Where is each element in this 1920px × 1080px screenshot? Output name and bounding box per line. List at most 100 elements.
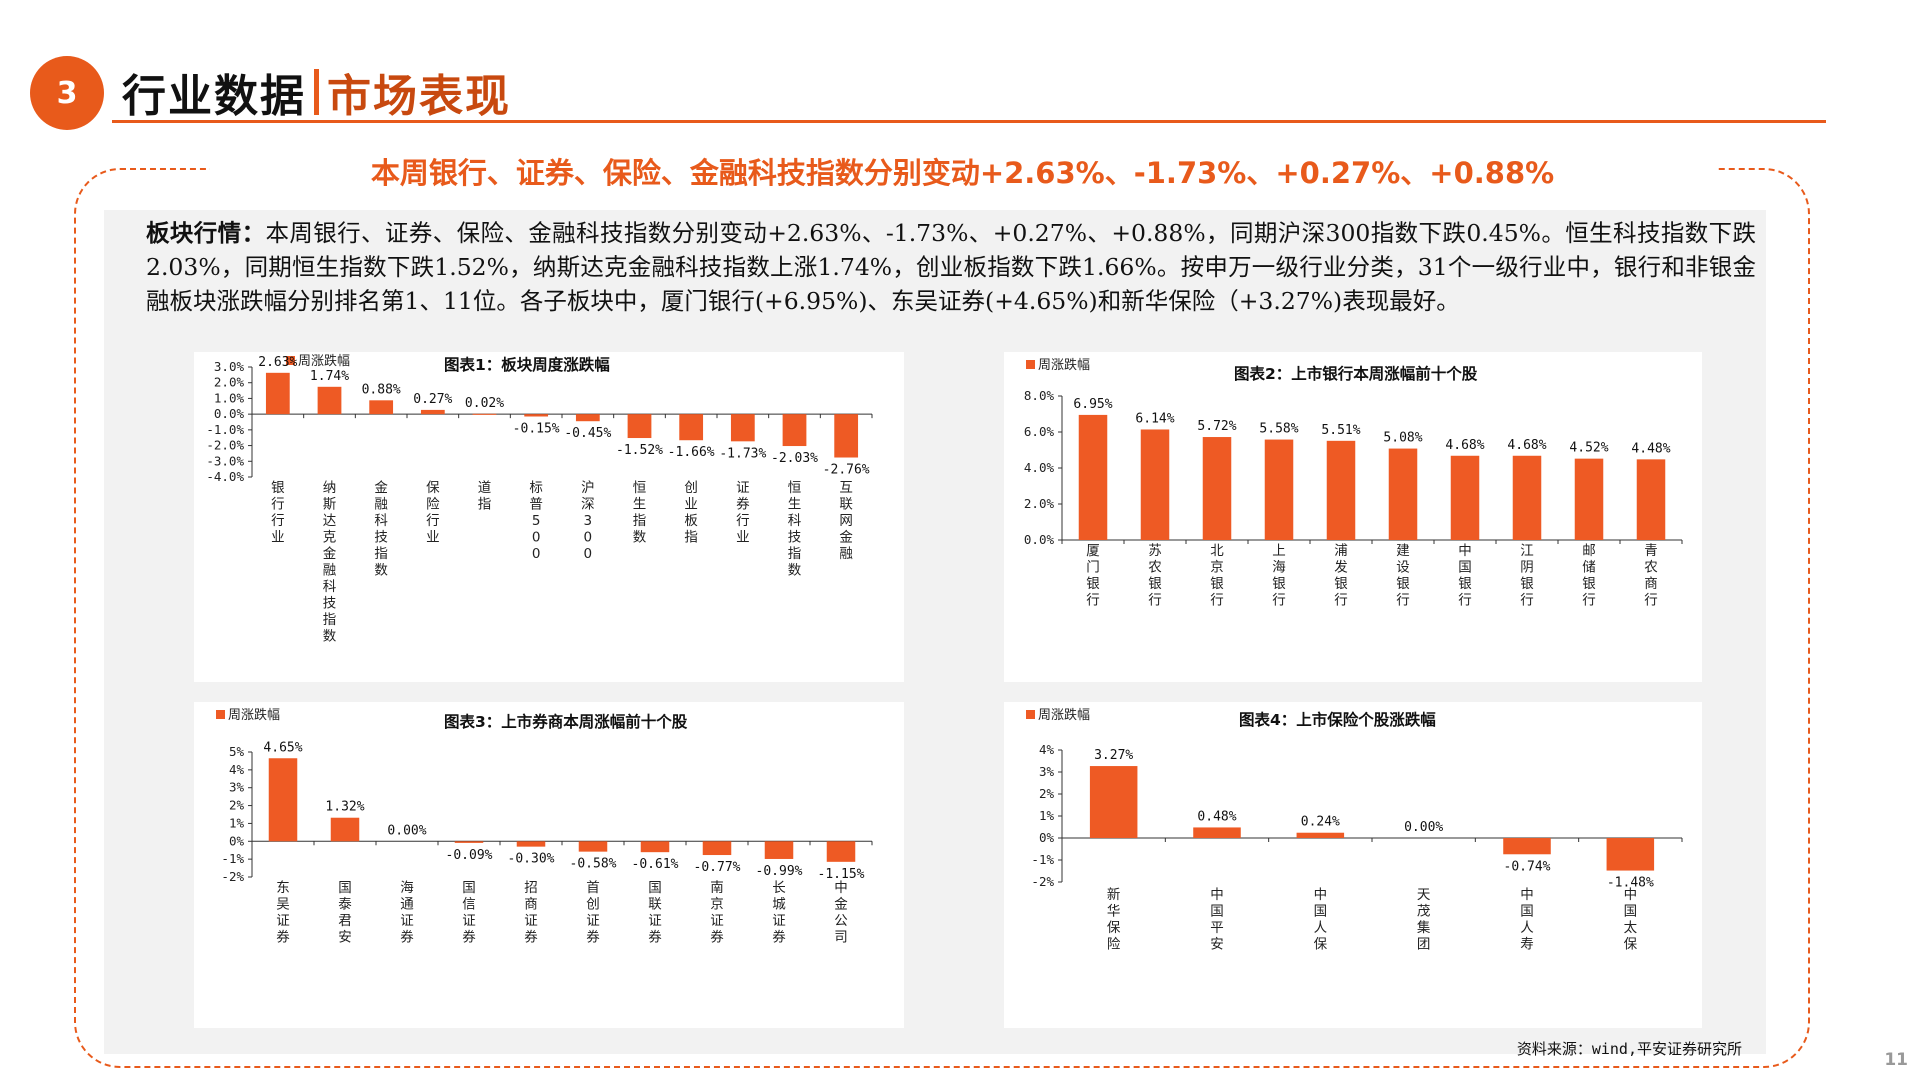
x-tick-char: 指 bbox=[788, 546, 802, 562]
x-tick-label: 恒生科技指数 bbox=[788, 480, 802, 579]
y-tick-label: 6.0% bbox=[1024, 424, 1055, 439]
x-tick-char: 证 bbox=[736, 480, 750, 496]
x-tick-label: 国泰君安 bbox=[338, 880, 352, 946]
data-label: -1.66% bbox=[668, 445, 715, 460]
x-tick-char: 保 bbox=[1107, 920, 1121, 936]
data-label: 0.00% bbox=[1404, 820, 1443, 835]
x-tick-char: 业 bbox=[736, 530, 750, 546]
x-tick-label: 证券行业 bbox=[736, 480, 750, 546]
x-tick-char: 券 bbox=[586, 930, 600, 946]
y-tick-label: -4.0% bbox=[206, 469, 244, 484]
x-tick-char: 信 bbox=[462, 897, 476, 913]
x-tick-label: 天茂集团 bbox=[1417, 887, 1431, 953]
chart-title: 图表4：上市保险个股涨跌幅 bbox=[1239, 710, 1436, 729]
x-tick-char: 普 bbox=[529, 497, 543, 513]
x-tick-label: 中国银行 bbox=[1458, 543, 1472, 609]
x-tick-char: 数 bbox=[323, 629, 337, 645]
x-tick-char: 金 bbox=[323, 546, 337, 562]
x-tick-char: 国 bbox=[1210, 904, 1224, 920]
bar bbox=[268, 758, 298, 842]
x-tick-char: 沪 bbox=[581, 480, 595, 496]
x-tick-label: 中国人寿 bbox=[1520, 887, 1534, 953]
x-tick-char: 融 bbox=[839, 546, 853, 562]
x-tick-char: 银 bbox=[1210, 576, 1224, 592]
x-tick-char: 平 bbox=[1210, 920, 1224, 936]
x-tick-char: 建 bbox=[1396, 543, 1410, 559]
x-tick-char: 安 bbox=[338, 930, 352, 946]
legend-label: 周涨跌幅 bbox=[228, 707, 280, 723]
x-tick-char: 发 bbox=[1334, 560, 1348, 576]
x-tick-char: 海 bbox=[400, 880, 414, 896]
bar bbox=[1450, 455, 1480, 540]
chart-svg: 周涨跌幅 图表1：板块周度涨跌幅3.0%2.0%1.0%0.0%-1.0%-2.0… bbox=[206, 353, 873, 645]
x-tick-char: 技 bbox=[323, 596, 337, 612]
x-tick-char: 恒 bbox=[633, 480, 647, 496]
x-tick-char: 南 bbox=[710, 880, 724, 896]
x-tick-char: 证 bbox=[400, 913, 414, 929]
x-tick-char: 创 bbox=[586, 897, 600, 913]
data-label: 4.68% bbox=[1445, 438, 1484, 453]
x-tick-char: 国 bbox=[462, 880, 476, 896]
bar bbox=[1140, 429, 1170, 540]
bar bbox=[1326, 440, 1356, 540]
data-label: -1.52% bbox=[616, 443, 663, 458]
chart-title: 图表1：板块周度涨跌幅 bbox=[444, 355, 610, 374]
x-tick-char: 证 bbox=[710, 913, 724, 929]
x-tick-label: 国联证券 bbox=[648, 880, 662, 946]
x-tick-char: 青 bbox=[1644, 543, 1658, 559]
x-tick-label: 银行行业 bbox=[271, 480, 285, 546]
x-tick-char: 国 bbox=[1458, 560, 1472, 576]
title-separator bbox=[314, 69, 319, 115]
bar bbox=[420, 409, 445, 415]
y-tick-label: 4% bbox=[1039, 742, 1055, 757]
x-tick-char: 门 bbox=[1086, 560, 1100, 576]
bar bbox=[1296, 832, 1345, 838]
x-tick-char: 3 bbox=[584, 513, 593, 529]
x-tick-char: 商 bbox=[524, 897, 538, 913]
x-tick-char: 银 bbox=[1148, 576, 1162, 592]
x-tick-char: 证 bbox=[586, 913, 600, 929]
data-label: 5.51% bbox=[1321, 423, 1360, 438]
x-tick-char: 银 bbox=[1520, 576, 1534, 592]
x-tick-char: 行 bbox=[426, 513, 440, 529]
bar bbox=[317, 386, 342, 415]
x-tick-char: 达 bbox=[323, 513, 337, 529]
x-tick-label: 纳斯达克金融科技指数 bbox=[323, 480, 337, 645]
x-tick-char: 0 bbox=[532, 546, 541, 562]
y-tick-label: 1.0% bbox=[214, 390, 245, 405]
x-tick-label: 新华保险 bbox=[1107, 887, 1121, 953]
data-label: 4.65% bbox=[263, 740, 302, 755]
data-label: 0.27% bbox=[413, 392, 452, 407]
x-tick-char: 行 bbox=[1148, 593, 1162, 609]
x-tick-char: 证 bbox=[772, 913, 786, 929]
chart-title: 图表3：上市券商本周涨幅前十个股 bbox=[444, 712, 688, 731]
bar bbox=[578, 841, 608, 852]
x-tick-label: 浦发银行 bbox=[1334, 543, 1348, 609]
bar bbox=[1078, 414, 1108, 540]
page-title: 行业数据 市场表现 bbox=[122, 60, 511, 124]
x-tick-char: 银 bbox=[1272, 576, 1286, 592]
x-tick-char: 纳 bbox=[323, 480, 337, 496]
x-tick-char: 行 bbox=[1520, 593, 1534, 609]
y-tick-label: 0% bbox=[229, 833, 245, 848]
x-tick-char: 业 bbox=[684, 497, 698, 513]
data-label: 3.27% bbox=[1094, 748, 1133, 763]
x-tick-char: 长 bbox=[772, 880, 786, 896]
chart-svg: 周涨跌幅 图表2：上市银行本周涨幅前十个股 8.0% 6.0% 4.0% 2.0% 0.0%… bbox=[1024, 357, 1683, 609]
x-tick-char: 互 bbox=[839, 480, 853, 496]
x-tick-char: 险 bbox=[426, 497, 440, 513]
x-tick-char: 银 bbox=[1396, 576, 1410, 592]
summary-paragraph: 板块行情：本周银行、证券、保险、金融科技指数分别变动+2.63%、-1.73%、… bbox=[146, 216, 1756, 318]
x-tick-char: 证 bbox=[276, 913, 290, 929]
x-tick-char: 阴 bbox=[1520, 560, 1534, 576]
x-tick-char: 券 bbox=[276, 930, 290, 946]
bar bbox=[1202, 437, 1232, 540]
y-tick-label: 4% bbox=[229, 762, 245, 777]
bar bbox=[516, 841, 546, 847]
x-tick-char: 厦 bbox=[1086, 543, 1100, 559]
x-tick-char: 创 bbox=[684, 480, 698, 496]
x-tick-char: 0 bbox=[584, 530, 593, 546]
x-tick-label: 建设银行 bbox=[1396, 543, 1410, 609]
x-tick-char: 指 bbox=[633, 513, 647, 529]
legend-label: 周涨跌幅 bbox=[298, 353, 350, 369]
